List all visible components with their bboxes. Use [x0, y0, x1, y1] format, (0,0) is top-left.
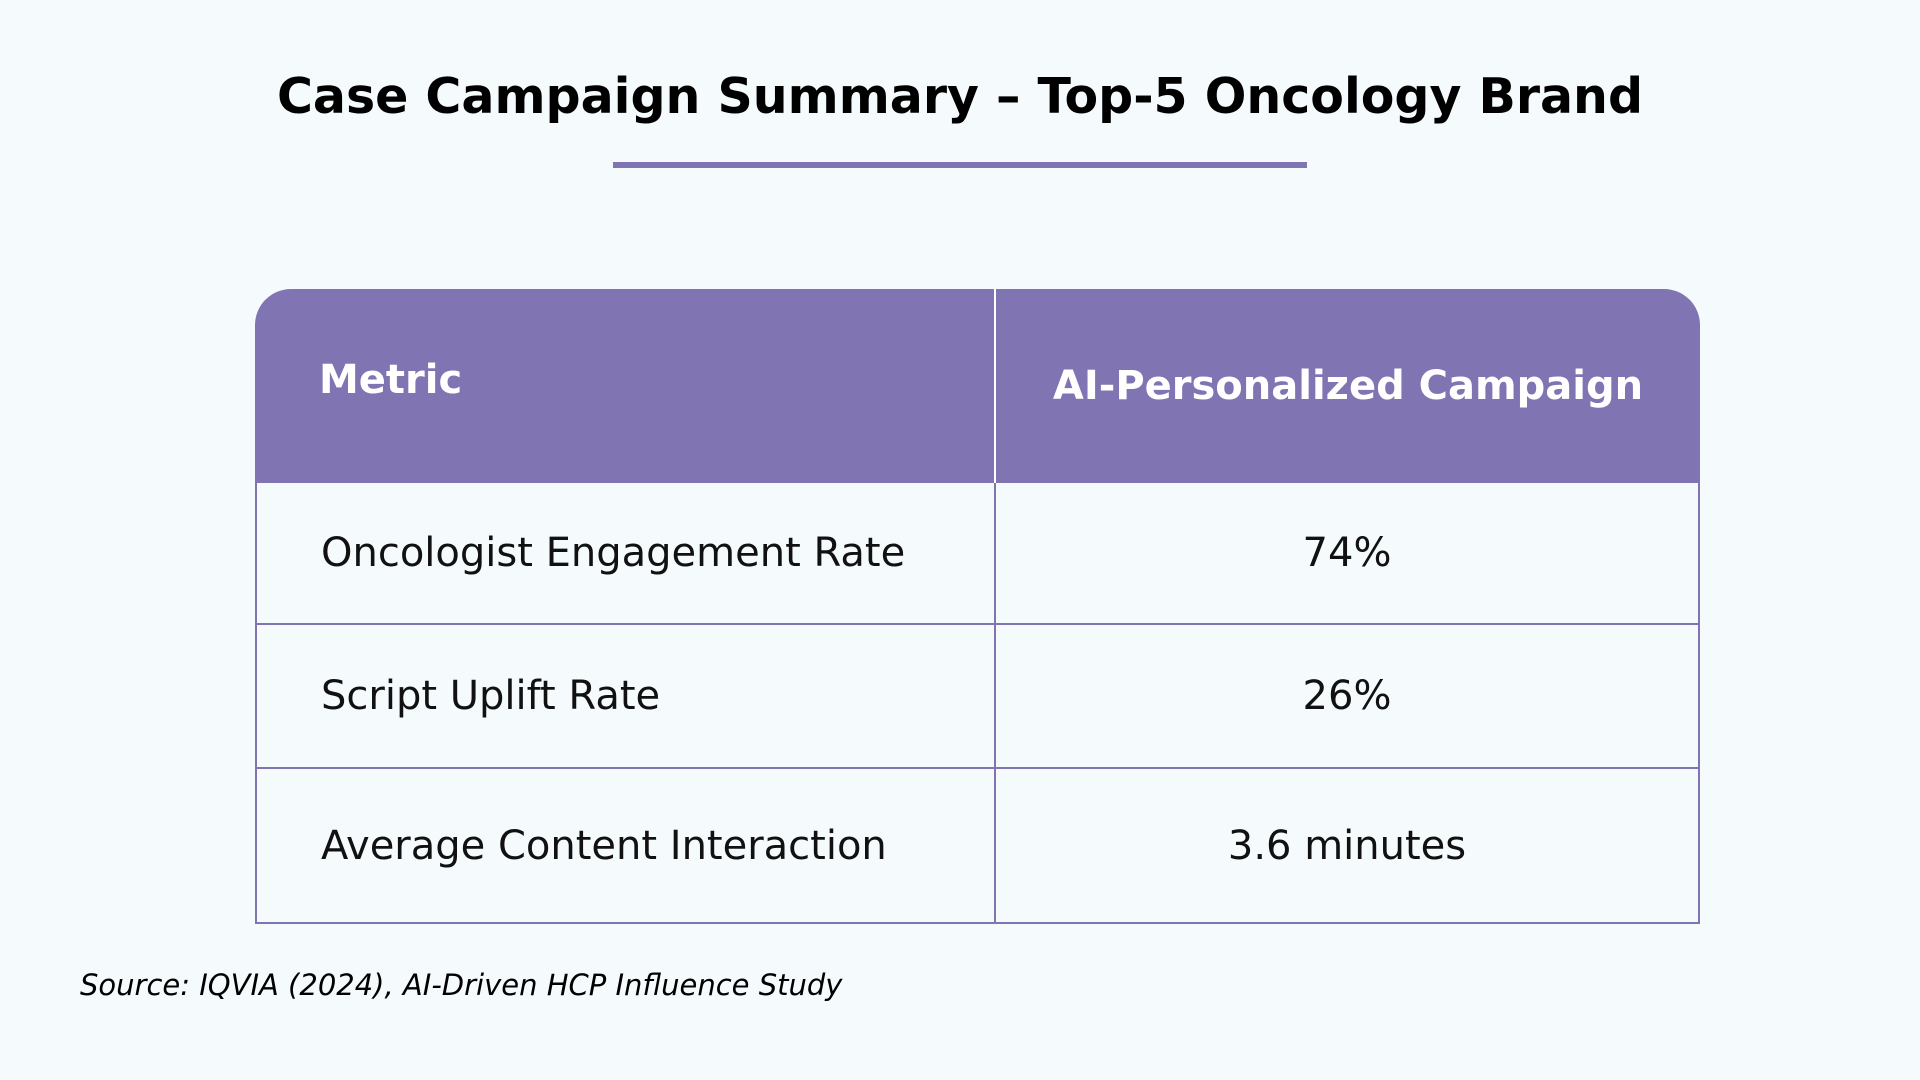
metric-cell: Script Uplift Rate	[255, 625, 996, 769]
source-citation: Source: IQVIA (2024), AI-Driven HCP Infl…	[80, 968, 843, 1002]
summary-table-container: Metric AI-Personalized Campaign Oncologi…	[255, 289, 1700, 924]
header-metric: Metric	[255, 289, 996, 483]
header-metric-label: Metric	[319, 357, 463, 403]
table-header-row: Metric AI-Personalized Campaign	[255, 289, 1700, 483]
value-cell: 74%	[996, 483, 1700, 625]
page-title: Case Campaign Summary – Top-5 Oncology B…	[276, 68, 1644, 125]
table-row: Oncologist Engagement Rate 74%	[255, 483, 1700, 625]
metric-cell: Average Content Interaction	[255, 769, 996, 924]
value-cell: 26%	[996, 625, 1700, 769]
table-row: Average Content Interaction 3.6 minutes	[255, 769, 1700, 924]
summary-table: Metric AI-Personalized Campaign Oncologi…	[255, 289, 1700, 924]
header-campaign: AI-Personalized Campaign	[996, 289, 1700, 483]
title-underline	[613, 162, 1307, 168]
value-cell: 3.6 minutes	[996, 769, 1700, 924]
metric-cell: Oncologist Engagement Rate	[255, 483, 996, 625]
table-row: Script Uplift Rate 26%	[255, 625, 1700, 769]
header-campaign-label: AI-Personalized Campaign	[1052, 363, 1644, 409]
